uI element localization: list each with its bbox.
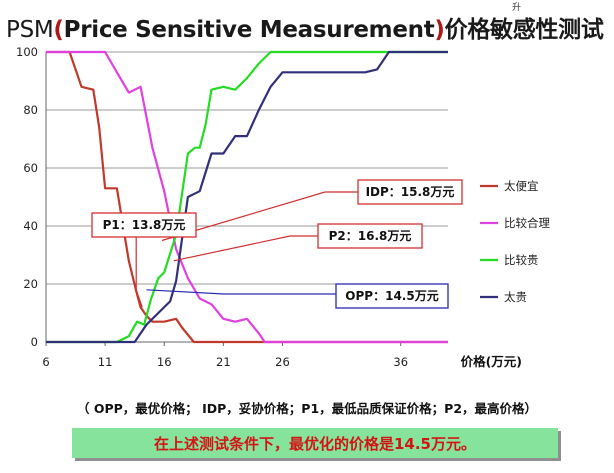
callout-label-3: P2：16.8万元 [329, 229, 412, 243]
chart-title: PSM(Price Sensitive Measurement)价格敏感性测试 [6, 10, 604, 44]
x-tick-label: 6 [42, 355, 49, 369]
callout-label-1: IDP：15.8万元 [366, 185, 455, 199]
callout-leader-3 [173, 235, 318, 262]
title-open-paren: ( [53, 17, 64, 43]
legend-label-4: 太贵 [504, 290, 527, 304]
legend-label-3: 比较贵 [504, 253, 539, 267]
series-line-2 [46, 50, 448, 344]
callout-label-2: P1：13.8万元 [103, 218, 186, 232]
x-tick-label: 16 [157, 355, 172, 369]
x-axis-label: 价格(万元) [461, 354, 522, 369]
callout-label-4: OPP：14.5万元 [345, 289, 438, 303]
title-english: Price Sensitive Measurement [63, 17, 435, 43]
callout-leader-1 [161, 191, 358, 242]
y-tick-label: 40 [23, 219, 38, 233]
abbreviation-explanation: （ OPP，最优价格； IDP，妥协价格；P1，最低品质保证价格；P2，最高价格… [76, 401, 538, 416]
callout-box-1 [357, 179, 463, 205]
y-tick-label: 60 [23, 161, 38, 175]
x-tick-label: 11 [98, 355, 113, 369]
series-line-3 [46, 50, 448, 344]
x-tick-label: 26 [275, 355, 290, 369]
y-tick-label: 80 [23, 103, 38, 117]
legend-label-2: 比较合理 [504, 216, 550, 230]
title-close-paren: ) [434, 17, 445, 43]
title-lead: PSM [6, 17, 54, 43]
series-line-4 [46, 50, 448, 344]
callout-box-2 [91, 212, 197, 238]
psm-chart: 0 20 40 60 80 100 6 11 16 21 26 36 价格(万元) 太便宜比较合理比较贵太… [16, 45, 550, 369]
callout-leader-2 [135, 237, 143, 308]
callout-box-4 [335, 283, 449, 309]
legend-label-1: 太便宜 [504, 179, 539, 193]
y-tick-label: 100 [16, 45, 38, 59]
callout-box-3 [317, 223, 423, 249]
callout-leader-4 [146, 289, 336, 295]
x-tick-label: 21 [216, 355, 231, 369]
title-chinese: 价格敏感性测试 [444, 17, 604, 43]
y-tick-label: 20 [23, 277, 38, 291]
conclusion-banner: 在上述测试条件下，最优化的价格是14.5万元。 [72, 428, 558, 458]
y-tick-label: 0 [31, 335, 38, 349]
x-tick-label: 36 [393, 355, 408, 369]
conclusion-text: 在上述测试条件下，最优化的价格是14.5万元。 [153, 434, 476, 453]
title-mark: 升 [512, 3, 522, 13]
